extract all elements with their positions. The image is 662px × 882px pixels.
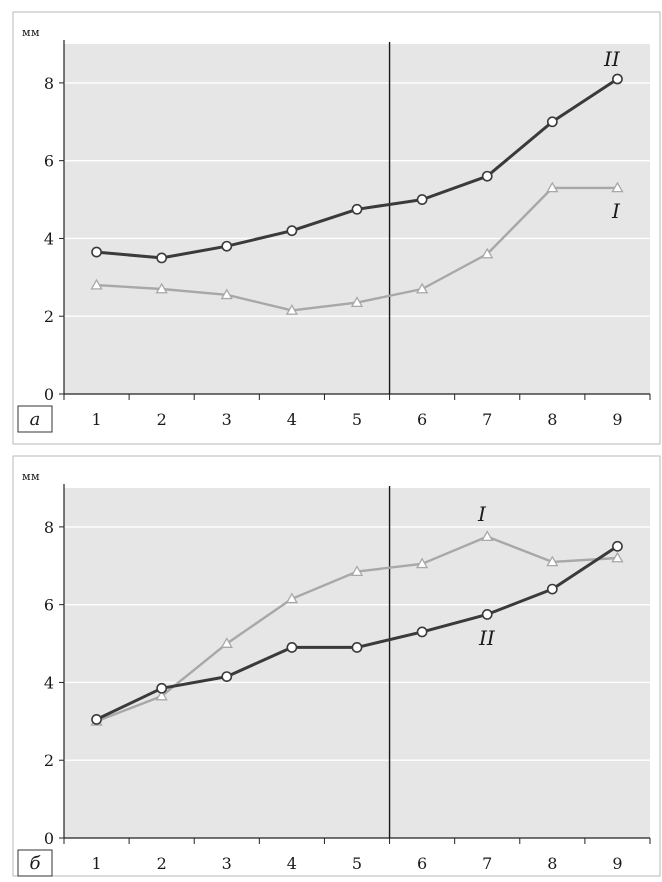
series-point-II	[416, 626, 428, 638]
series-point-II	[286, 225, 298, 237]
series-point-II	[156, 682, 168, 694]
series-point-I	[155, 282, 168, 294]
x-tick-label: 1	[91, 854, 101, 873]
x-tick-label: 6	[417, 410, 427, 429]
series-point-I	[155, 689, 168, 701]
series-point-I	[220, 637, 233, 648]
panel-label-box	[17, 405, 53, 433]
panel-label: б	[30, 853, 42, 874]
series-label-II: II	[478, 626, 496, 650]
series-point-II	[546, 583, 558, 595]
series-point-I	[481, 530, 494, 542]
series-label-II: II	[603, 47, 621, 71]
x-tick-label: 9	[612, 854, 622, 873]
series-point-II	[481, 608, 493, 620]
series-point-II	[416, 194, 428, 205]
series-point-I	[546, 555, 559, 567]
x-tick-label: 2	[157, 410, 167, 429]
panel-frame	[12, 455, 661, 877]
series-point-II	[546, 116, 558, 128]
y-tick-label: 8	[44, 74, 54, 93]
y-tick-label: 6	[44, 596, 54, 615]
y-tick-label: 4	[44, 229, 54, 248]
panel-frame	[12, 11, 661, 445]
series-point-I	[415, 282, 429, 294]
y-tick-label: 2	[44, 751, 54, 770]
series-point-II	[612, 540, 623, 552]
x-tick-label: 8	[547, 854, 557, 873]
y-tick-label: 2	[44, 307, 54, 326]
x-tick-label: 8	[547, 410, 557, 429]
series-point-I	[611, 551, 624, 563]
x-tick-label: 7	[482, 410, 492, 429]
x-tick-label: 9	[612, 410, 622, 429]
series-point-I	[220, 288, 233, 300]
series-point-II	[481, 170, 493, 182]
x-tick-label: 5	[352, 854, 362, 873]
series-point-II	[221, 671, 233, 683]
series-point-II	[91, 246, 102, 258]
series-point-II	[156, 252, 168, 264]
y-tick-label: 0	[44, 385, 54, 404]
plot-area	[64, 488, 650, 838]
x-tick-label: 3	[222, 410, 232, 429]
panel-label-box	[17, 849, 53, 877]
series-point-I	[350, 565, 364, 577]
series-point-I	[285, 592, 299, 604]
series-point-I	[415, 557, 429, 569]
series-point-II	[612, 73, 623, 85]
panel-label: а	[30, 409, 41, 430]
series-point-II	[351, 642, 363, 653]
series-point-II	[91, 713, 102, 725]
y-tick-label: 4	[44, 673, 54, 692]
series-label-I: I	[611, 199, 621, 223]
y-axis-unit: мм	[22, 470, 40, 483]
series-point-I	[350, 296, 364, 308]
series-point-I	[611, 181, 624, 193]
x-tick-label: 1	[91, 410, 101, 429]
series-point-II	[221, 240, 233, 252]
series-point-II	[351, 203, 363, 215]
x-tick-label: 4	[287, 410, 297, 429]
series-point-I	[90, 278, 103, 290]
y-tick-label: 6	[44, 152, 54, 171]
x-tick-label: 7	[482, 854, 492, 873]
x-tick-label: 4	[287, 854, 297, 873]
series-point-I	[285, 304, 299, 315]
y-axis-unit: мм	[22, 26, 40, 39]
series-point-II	[286, 642, 298, 653]
x-tick-label: 6	[417, 854, 427, 873]
x-tick-label: 5	[352, 410, 362, 429]
plot-area	[64, 44, 650, 394]
series-label-I: I	[477, 502, 487, 526]
x-tick-label: 3	[222, 854, 232, 873]
series-point-I	[481, 247, 494, 259]
y-tick-label: 8	[44, 518, 54, 537]
x-tick-label: 2	[157, 854, 167, 873]
y-tick-label: 0	[44, 829, 54, 848]
series-point-I	[546, 181, 559, 193]
